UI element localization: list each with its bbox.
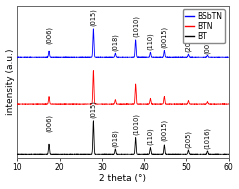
Legend: BSbTN, BTN, BT: BSbTN, BTN, BT — [183, 9, 225, 43]
Text: (006): (006) — [46, 26, 52, 44]
Text: (110): (110) — [147, 128, 154, 145]
X-axis label: 2 theta (°): 2 theta (°) — [99, 174, 147, 184]
Text: (018): (018) — [112, 129, 119, 147]
Text: (0015): (0015) — [161, 26, 168, 48]
Text: (1016): (1016) — [204, 127, 211, 149]
Text: (006): (006) — [46, 114, 52, 132]
Text: (018): (018) — [112, 33, 119, 51]
Y-axis label: intensity (a.u.): intensity (a.u.) — [5, 48, 15, 115]
Text: (0018): (0018) — [204, 32, 211, 54]
Text: (205): (205) — [185, 34, 192, 52]
Text: (1010): (1010) — [132, 113, 139, 135]
Text: (0015): (0015) — [161, 119, 168, 141]
Text: (1010): (1010) — [132, 15, 139, 37]
Text: (015): (015) — [90, 100, 97, 118]
Text: (205): (205) — [185, 130, 192, 148]
Text: (110): (110) — [147, 33, 154, 50]
Text: (015): (015) — [90, 8, 97, 26]
